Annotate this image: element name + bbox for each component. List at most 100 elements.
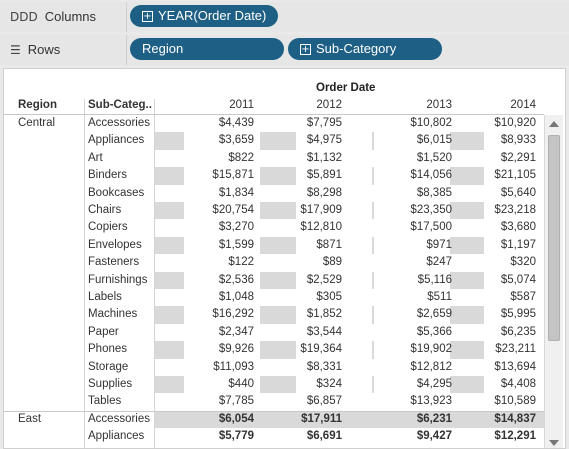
table-cell[interactable]: $4,975 [306, 134, 342, 147]
table-cell[interactable]: $12,810 [300, 221, 342, 234]
table-cell[interactable]: $5,995 [500, 308, 536, 321]
table-cell[interactable]: $8,298 [306, 186, 342, 199]
table-cell[interactable]: $5,074 [500, 273, 536, 286]
table-cell[interactable]: $21,105 [494, 169, 536, 182]
subcategory-label[interactable]: Accessories [88, 117, 150, 129]
table-cell[interactable]: $6,235 [500, 325, 536, 338]
scrollbar-thumb[interactable] [548, 135, 560, 341]
table-cell[interactable]: $10,589 [494, 395, 536, 408]
table-cell[interactable]: $3,544 [306, 325, 342, 338]
table-cell[interactable]: $4,295 [416, 378, 452, 390]
table-cell[interactable]: $2,347 [218, 325, 254, 338]
subcategory-label[interactable]: Labels [88, 291, 122, 303]
table-cell[interactable]: $3,680 [500, 221, 536, 234]
table-cell[interactable]: $6,054 [218, 412, 254, 425]
table-cell[interactable]: $6,231 [416, 412, 452, 425]
table-cell[interactable]: $122 [228, 256, 254, 269]
table-cell[interactable]: $23,350 [410, 204, 452, 216]
table-cell[interactable]: $2,536 [218, 273, 254, 286]
subcategory-label[interactable]: Art [88, 151, 103, 164]
subcategory-label[interactable]: Furnishings [88, 273, 148, 286]
table-cell[interactable]: $2,659 [416, 308, 452, 321]
subcategory-label[interactable]: Bookcases [88, 186, 145, 199]
table-cell[interactable]: $5,366 [416, 325, 452, 338]
table-cell[interactable]: $10,920 [494, 117, 536, 129]
subcategory-label[interactable]: Paper [88, 325, 119, 338]
table-cell[interactable]: $324 [316, 378, 342, 390]
scroll-up-icon[interactable] [549, 121, 559, 127]
table-cell[interactable]: $1,852 [306, 308, 342, 321]
subcategory-label[interactable]: Appliances [88, 430, 145, 443]
crosstab-view[interactable]: Order Date Region Sub-Categ.. 2011 2012 20… [3, 68, 566, 449]
table-cell[interactable]: $6,691 [306, 430, 342, 443]
sub-category-pill[interactable]: + Sub-Category [288, 38, 442, 60]
table-cell[interactable]: $4,408 [500, 378, 536, 390]
table-cell[interactable]: $19,364 [300, 343, 342, 356]
table-cell[interactable]: $5,640 [500, 186, 536, 199]
table-cell[interactable]: $13,694 [494, 360, 536, 373]
subcategory-label[interactable]: Machines [88, 308, 138, 321]
table-cell[interactable]: $320 [510, 256, 536, 269]
table-cell[interactable]: $17,909 [300, 204, 342, 216]
subcategory-label[interactable]: Envelopes [88, 238, 142, 251]
table-cell[interactable]: $14,056 [410, 169, 452, 182]
expand-plus-icon[interactable]: + [142, 10, 153, 22]
table-cell[interactable]: $8,331 [306, 360, 342, 373]
table-cell[interactable]: $871 [316, 238, 342, 251]
table-cell[interactable]: $19,902 [410, 343, 452, 356]
subcategory-label[interactable]: Appliances [88, 134, 145, 147]
columns-shelf[interactable]: ⅮⅮⅮ Columns + YEAR(Order Date) [0, 2, 569, 32]
table-cell[interactable]: $6,015 [416, 134, 452, 147]
table-cell[interactable]: $247 [426, 256, 452, 269]
table-cell[interactable]: $23,211 [495, 343, 536, 356]
year-header-2013[interactable]: 2013 [426, 99, 452, 111]
table-cell[interactable]: $3,270 [218, 221, 254, 234]
subcategory-label[interactable]: Copiers [88, 221, 128, 234]
table-cell[interactable]: $5,891 [306, 169, 342, 182]
subcategory-label[interactable]: Binders [88, 169, 127, 182]
subcategory-label[interactable]: Fasteners [88, 256, 140, 269]
region-header[interactable]: Region [18, 99, 57, 111]
subcategory-label[interactable]: Phones [88, 343, 128, 356]
year-header-2012[interactable]: 2012 [316, 99, 342, 111]
table-cell[interactable]: $971 [426, 238, 452, 251]
table-cell[interactable]: $12,812 [410, 360, 452, 373]
table-cell[interactable]: $89 [322, 256, 342, 269]
expand-plus-icon[interactable]: + [300, 43, 311, 55]
table-cell[interactable]: $7,795 [306, 117, 342, 129]
rows-shelf[interactable]: ☰ Rows Region + Sub-Category [0, 35, 569, 65]
table-cell[interactable]: $1,599 [218, 238, 254, 251]
table-cell[interactable]: $6,857 [306, 395, 342, 408]
table-cell[interactable]: $2,291 [500, 151, 536, 164]
region-label[interactable]: Central [18, 117, 56, 129]
table-cell[interactable]: $1,132 [306, 151, 342, 164]
table-cell[interactable]: $305 [316, 291, 342, 303]
region-label[interactable]: East [18, 412, 42, 425]
table-cell[interactable]: $13,923 [410, 395, 452, 408]
subcategory-label[interactable]: Supplies [88, 378, 133, 390]
table-cell[interactable]: $10,802 [410, 117, 452, 129]
subcategory-label[interactable]: Storage [88, 360, 129, 373]
table-cell[interactable]: $1,197 [500, 238, 536, 251]
table-cell[interactable]: $5,116 [417, 273, 452, 286]
table-cell[interactable]: $1,520 [416, 151, 452, 164]
vertical-scrollbar[interactable] [544, 115, 563, 448]
table-cell[interactable]: $587 [510, 291, 536, 303]
table-cell[interactable]: $2,529 [306, 273, 342, 286]
subcategory-label[interactable]: Accessories [88, 412, 150, 425]
table-cell[interactable]: $20,754 [212, 204, 254, 216]
table-cell[interactable]: $16,292 [212, 308, 254, 321]
subcategory-header[interactable]: Sub-Categ.. [88, 99, 152, 111]
scroll-down-icon[interactable] [549, 440, 559, 446]
table-cell[interactable]: $23,218 [494, 204, 536, 216]
table-cell[interactable]: $15,871 [212, 169, 254, 182]
year-order-date-pill[interactable]: + YEAR(Order Date) [130, 5, 279, 27]
table-cell[interactable]: $7,785 [218, 395, 254, 408]
table-cell[interactable]: $17,911 [301, 412, 342, 425]
year-header-2014[interactable]: 2014 [510, 99, 536, 111]
table-cell[interactable]: $14,837 [494, 412, 536, 425]
table-cell[interactable]: $12,291 [494, 430, 536, 443]
table-cell[interactable]: $9,427 [416, 430, 452, 443]
table-cell[interactable]: $1,834 [218, 186, 254, 199]
subcategory-label[interactable]: Chairs [88, 204, 122, 216]
